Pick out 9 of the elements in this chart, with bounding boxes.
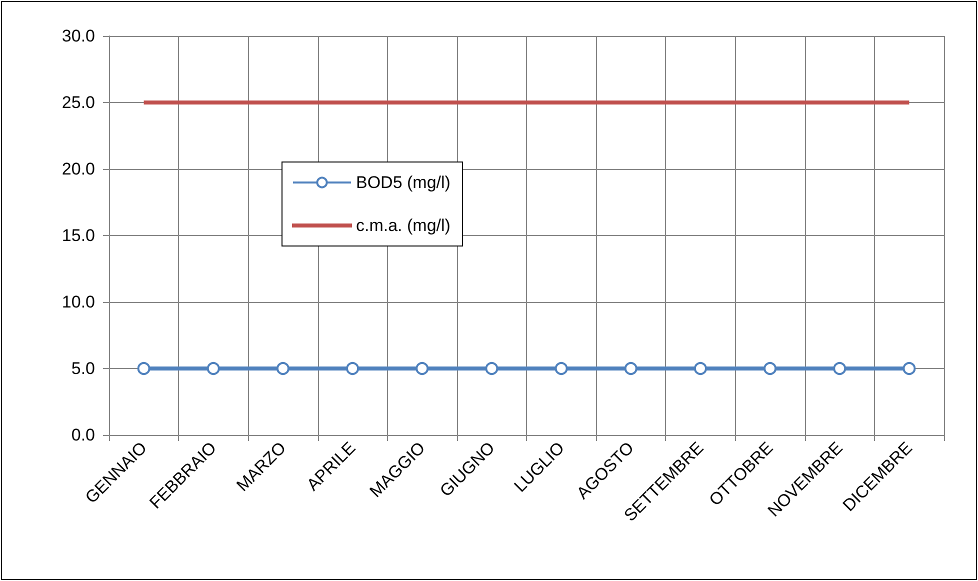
y-tick-label: 10.0 — [62, 292, 95, 312]
y-tick-label: 20.0 — [62, 160, 95, 178]
legend-label: BOD5 (mg/l) — [356, 173, 450, 192]
legend-label: c.m.a. (mg/l) — [356, 216, 450, 235]
y-tick-label: 0.0 — [71, 426, 95, 444]
y-tick-label: 25.0 — [62, 93, 95, 112]
y-tick-label: 15.0 — [62, 226, 95, 245]
y-tick-label: 5.0 — [71, 359, 95, 378]
y-tick-label: 30.0 — [62, 26, 95, 46]
